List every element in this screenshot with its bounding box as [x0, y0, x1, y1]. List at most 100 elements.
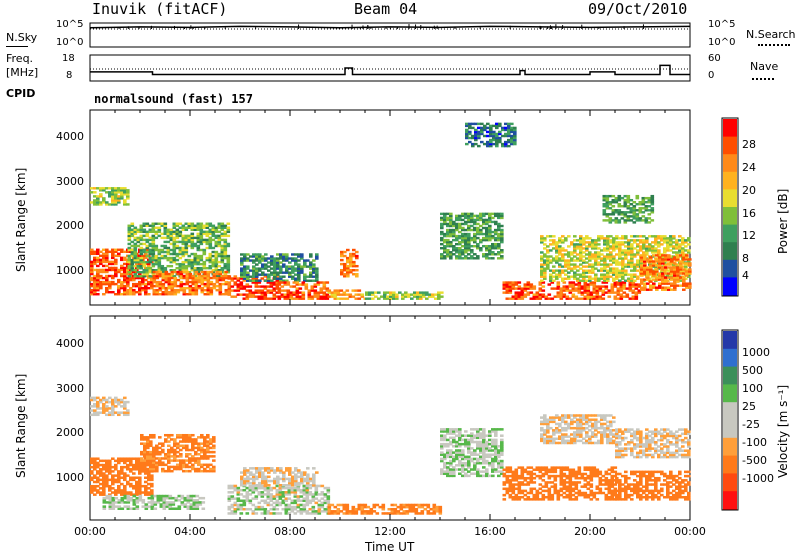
- power-cell: [600, 275, 604, 278]
- power-cell: [197, 278, 202, 282]
- velocity-cell: [167, 469, 171, 473]
- velocity-cell: [111, 465, 115, 469]
- velocity-cell: [345, 510, 350, 513]
- power-cell: [480, 126, 484, 130]
- power-cell: [312, 269, 316, 272]
- power-cell: [461, 251, 465, 254]
- velocity-cell: [197, 457, 201, 460]
- velocity-cell: [176, 465, 180, 469]
- velocity-cell: [252, 473, 256, 476]
- velocity-cell: [152, 465, 156, 469]
- power-cell: [465, 128, 469, 132]
- power-cell: [638, 219, 643, 222]
- power-cell: [158, 270, 163, 274]
- power-cell: [185, 276, 190, 280]
- power-cell: [633, 235, 637, 238]
- velocity-cell: [258, 471, 262, 474]
- power-cell: [117, 189, 121, 192]
- velocity-cell: [260, 499, 265, 503]
- power-cell: [661, 280, 665, 283]
- power-cell: [123, 288, 127, 292]
- velocity-cell: [323, 510, 328, 513]
- power-cell: [464, 234, 468, 238]
- power-cell: [643, 256, 647, 259]
- velocity-cell: [266, 510, 271, 513]
- power-cell: [164, 286, 169, 290]
- power-cell: [199, 248, 204, 252]
- power-cell: [643, 284, 647, 287]
- power-cell: [161, 293, 166, 296]
- velocity-cell: [117, 478, 121, 482]
- velocity-cell: [258, 469, 262, 472]
- power-cell: [473, 234, 477, 238]
- power-cell: [597, 261, 601, 264]
- power-cell: [580, 291, 585, 294]
- velocity-cell: [279, 471, 283, 474]
- power-cell: [242, 287, 247, 290]
- velocity-cell: [302, 499, 307, 503]
- power-cell: [145, 224, 150, 227]
- power-cell: [638, 207, 643, 210]
- power-cell: [139, 238, 144, 242]
- power-cell: [135, 262, 139, 266]
- power-cell: [266, 281, 271, 284]
- power-cell: [211, 246, 216, 250]
- power-cell: [666, 249, 670, 252]
- power-cell: [473, 226, 477, 230]
- power-cell: [214, 256, 219, 260]
- power-cell: [276, 265, 280, 268]
- power-cell: [133, 228, 138, 232]
- power-cell: [588, 253, 592, 256]
- power-cell: [266, 289, 271, 292]
- power-cell: [636, 259, 640, 262]
- power-cell: [623, 219, 628, 222]
- power-cell: [236, 279, 241, 282]
- power-cell: [635, 219, 640, 222]
- velocity-cell: [120, 489, 124, 492]
- power-cell: [673, 280, 677, 283]
- velocity-cell: [320, 484, 325, 488]
- power-cell: [126, 203, 130, 206]
- velocity-cell: [195, 503, 200, 506]
- power-cell: [649, 272, 653, 275]
- velocity-cell: [327, 503, 332, 507]
- power-cell: [437, 295, 441, 298]
- power-cell: [474, 128, 478, 132]
- power-cell: [597, 257, 601, 260]
- power-cell: [191, 290, 196, 294]
- power-cell: [583, 291, 588, 294]
- velocity-cell: [93, 402, 97, 406]
- velocity-cell: [150, 476, 154, 479]
- power-cell: [616, 291, 621, 294]
- velocity-cell: [117, 470, 121, 473]
- power-cell: [166, 232, 171, 236]
- power-cell: [295, 287, 300, 290]
- power-cell: [99, 258, 103, 262]
- power-cell: [546, 261, 550, 264]
- velocity-cell: [345, 503, 350, 507]
- velocity-cell: [243, 469, 247, 472]
- power-cell: [486, 126, 490, 130]
- velocity-cell: [186, 496, 191, 500]
- velocity-cell: [212, 450, 216, 454]
- power-cell: [562, 281, 567, 284]
- power-cell: [673, 278, 677, 281]
- velocity-cell: [326, 488, 331, 492]
- power-cell: [217, 264, 222, 268]
- power-cell: [167, 282, 172, 286]
- power-cell: [654, 273, 658, 276]
- power-cell: [443, 255, 447, 258]
- velocity-cell: [269, 497, 274, 500]
- power-cell: [482, 226, 486, 230]
- power-cell: [580, 297, 585, 300]
- power-cell: [221, 276, 226, 280]
- power-cell: [606, 275, 610, 278]
- velocity-cell: [308, 507, 313, 511]
- power-cell: [612, 249, 616, 252]
- velocity-cell: [129, 457, 133, 460]
- power-cell: [307, 297, 312, 300]
- power-cell: [160, 236, 165, 240]
- velocity-cell: [212, 465, 216, 469]
- power-cell: [504, 126, 508, 130]
- power-cell: [571, 287, 576, 290]
